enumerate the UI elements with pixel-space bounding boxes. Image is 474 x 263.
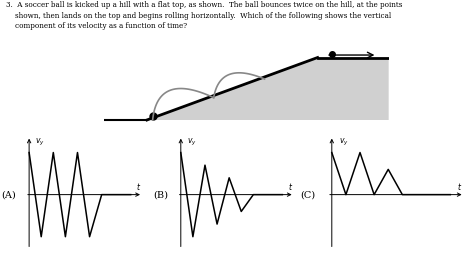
Text: $t$: $t$ [288, 181, 293, 192]
Polygon shape [147, 58, 389, 120]
Text: $v_y$: $v_y$ [187, 137, 197, 148]
Text: (B): (B) [153, 190, 168, 199]
Text: $t$: $t$ [136, 181, 141, 192]
Text: $t$: $t$ [457, 181, 463, 192]
Text: 3.  A soccer ball is kicked up a hill with a flat top, as shown.  The ball bounc: 3. A soccer ball is kicked up a hill wit… [6, 1, 402, 30]
Text: (A): (A) [1, 190, 16, 199]
Text: (C): (C) [301, 190, 316, 199]
Text: $v_y$: $v_y$ [339, 137, 349, 148]
Text: $v_y$: $v_y$ [35, 137, 45, 148]
